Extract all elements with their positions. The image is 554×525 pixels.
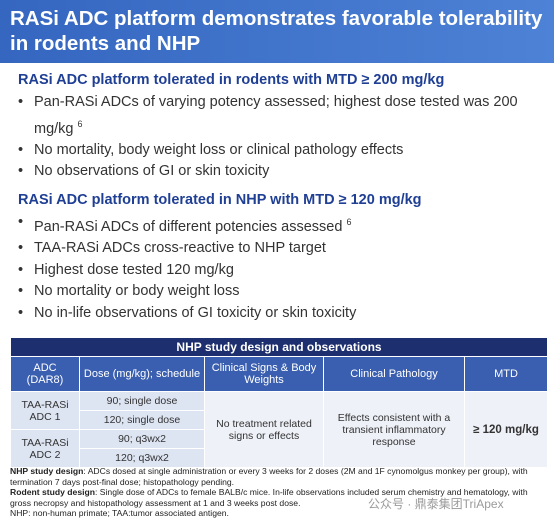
bullet: No in-life observations of GI toxicity o… [18, 303, 548, 325]
cell: No treatment related signs or effects [204, 391, 324, 468]
footnote-text: : ADCs dosed at single administration or… [10, 466, 528, 487]
table-title: NHP study design and observations [10, 337, 548, 357]
watermark: 公众号 · 鼎泰集团TriApex [368, 497, 504, 511]
bullet-text: TAA-RASi ADCs cross-reactive to NHP targ… [34, 240, 326, 257]
column-header: MTD [464, 356, 548, 392]
bullet: Pan-RASi ADCs of varying potency assesse… [18, 92, 548, 140]
cell: 120; q3wx2 [79, 448, 205, 468]
column-header: ADC (DAR8) [10, 356, 80, 392]
bullet: Pan-RASi ADCs of different potencies ass… [18, 212, 548, 238]
footnote-label: NHP study design [10, 466, 84, 476]
footnote: NHP: non-human primate; TAA:tumor associ… [10, 508, 548, 519]
cell: ≥ 120 mg/kg [464, 391, 548, 468]
section: RASi ADC platform tolerated in rodents w… [18, 72, 548, 183]
bullet: Highest dose tested 120 mg/kg [18, 260, 548, 282]
bullet-text: Pan-RASi ADCs of varying potency assesse… [34, 94, 518, 137]
footnotes: NHP study design: ADCs dosed at single a… [10, 466, 548, 519]
cell: TAA-RASi ADC 2 [10, 429, 80, 468]
superscript: 6 [77, 118, 83, 129]
bullet-text: No mortality or body weight loss [34, 283, 240, 300]
cell: 90; single dose [79, 391, 205, 411]
bullet-text: No in-life observations of GI toxicity o… [34, 304, 357, 321]
bullet-text: Highest dose tested 120 mg/kg [34, 261, 234, 278]
cell: 120; single dose [79, 410, 205, 430]
column-header: Dose (mg/kg); schedule [79, 356, 205, 392]
footnote-label: Rodent study design [10, 487, 95, 498]
bullet-list: Pan-RASi ADCs of different potencies ass… [18, 212, 548, 324]
bullet: No mortality, body weight loss or clinic… [18, 140, 548, 162]
superscript: 6 [346, 217, 352, 227]
section-heading: RASi ADC platform tolerated in NHP with … [18, 192, 422, 208]
section: RASi ADC platform tolerated in NHP with … [18, 192, 548, 324]
bullet-text: Pan-RASi ADCs of different potencies ass… [34, 218, 343, 235]
footnote: Rodent study design: Single dose of ADCs… [10, 487, 548, 508]
bullet-text: No mortality, body weight loss or clinic… [34, 141, 404, 158]
section-heading: RASi ADC platform tolerated in rodents w… [18, 72, 445, 88]
table: NHP study design and observations ADC (D… [10, 337, 548, 468]
cell: TAA-RASi ADC 1 [10, 391, 80, 430]
column-header: Clinical Signs & Body Weights [204, 356, 324, 392]
cell: 90; q3wx2 [79, 429, 205, 449]
cell: Effects consistent with a transient infl… [323, 391, 465, 468]
bullet: TAA-RASi ADCs cross-reactive to NHP targ… [18, 238, 548, 260]
title: RASi ADC platform demonstrates favorable… [0, 0, 554, 63]
footnote-text: : Single dose of ADCs to female BALB/c m… [10, 487, 528, 508]
bullet-text: No observations of GI or skin toxicity [34, 163, 270, 180]
column-header: Clinical Pathology [323, 356, 465, 392]
bullet: No observations of GI or skin toxicity [18, 161, 548, 183]
bullet-list: Pan-RASi ADCs of varying potency assesse… [18, 92, 548, 183]
bullet: No mortality or body weight loss [18, 281, 548, 303]
footnote-text: NHP: non-human primate; TAA:tumor associ… [10, 508, 229, 519]
footnote: NHP study design: ADCs dosed at single a… [10, 466, 548, 487]
